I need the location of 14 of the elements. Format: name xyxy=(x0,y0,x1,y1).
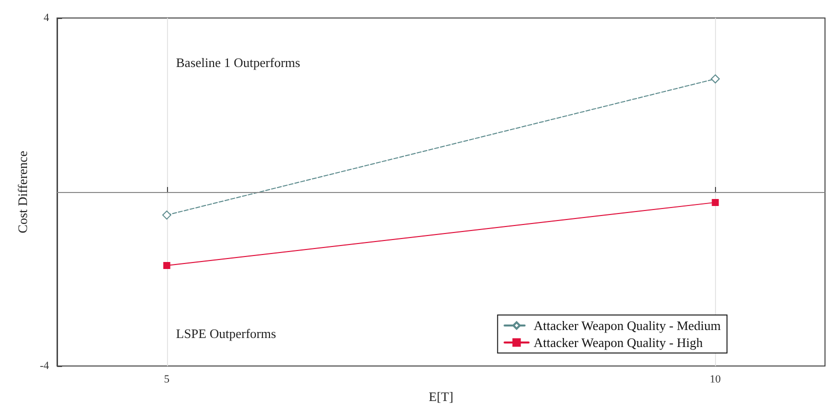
point xyxy=(712,198,719,206)
y-axis-title: Cost Difference xyxy=(15,150,30,234)
x-tick-label: 10 xyxy=(710,374,722,386)
legend-label: Attacker Weapon Quality - High xyxy=(534,335,704,350)
x-axis-title: E[T] xyxy=(428,388,454,404)
annotation: LSPE Outperforms xyxy=(176,326,276,341)
point xyxy=(163,262,170,270)
y-tick-label: 4 xyxy=(44,12,50,24)
x-tick-label: 5 xyxy=(164,374,170,386)
point xyxy=(162,210,172,220)
y-tick-label: -4 xyxy=(40,360,50,372)
annotation: Baseline 1 Outperforms xyxy=(176,55,300,70)
point xyxy=(710,74,720,84)
legend-label: Attacker Weapon Quality - Medium xyxy=(534,318,721,333)
